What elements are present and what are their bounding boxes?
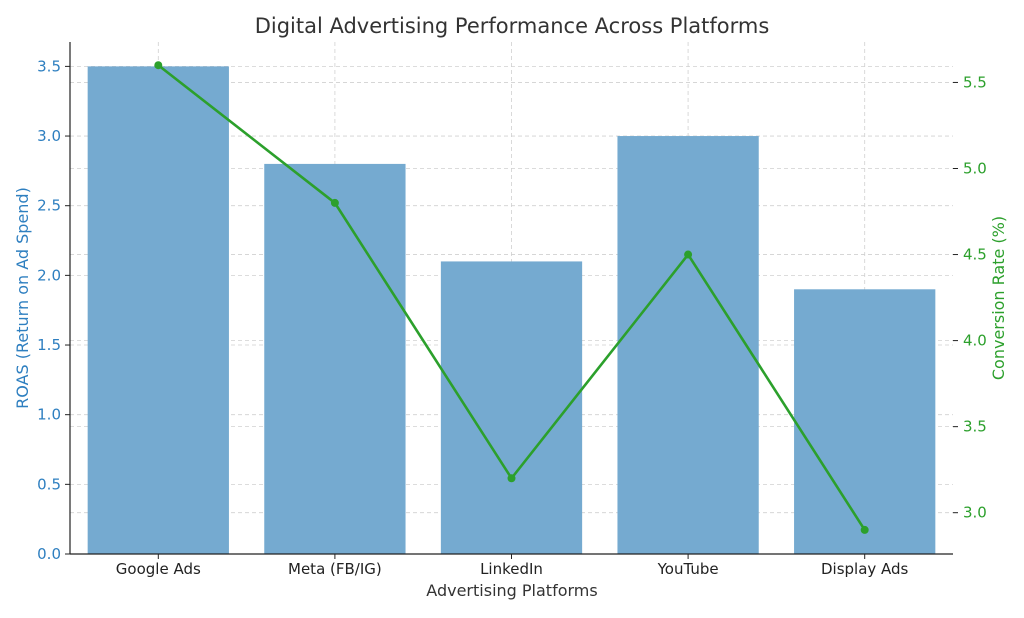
y-right-tick-label: 4.5 [963, 246, 987, 264]
x-tick-label: YouTube [657, 560, 719, 578]
y-left-label: ROAS (Return on Ad Spend) [13, 187, 32, 409]
y-left-tick-label: 0.0 [37, 545, 61, 563]
y-left-tick-label: 1.5 [37, 336, 61, 354]
line-point [860, 525, 869, 534]
bar [264, 163, 406, 554]
bar [87, 66, 229, 554]
conversion-line [154, 61, 869, 534]
chart-title: Digital Advertising Performance Across P… [255, 14, 770, 38]
y-right-tick-label: 5.0 [963, 159, 987, 177]
x-tick-label: Display Ads [821, 560, 909, 578]
x-axis-label: Advertising Platforms [426, 581, 597, 600]
bar [794, 289, 936, 554]
x-tick-label: LinkedIn [480, 560, 543, 578]
line-point [507, 474, 516, 483]
x-tick-label: Google Ads [116, 560, 201, 578]
bars [87, 66, 936, 554]
bar [617, 136, 759, 554]
y-right-tick-label: 3.5 [963, 418, 987, 436]
y-left-tick-label: 1.0 [37, 406, 61, 424]
y-right-label: Conversion Rate (%) [989, 216, 1008, 380]
y-left-tick-label: 0.5 [37, 475, 61, 493]
y-right-tick-label: 5.5 [963, 73, 987, 91]
y-right-tick-label: 4.0 [963, 332, 987, 350]
bar [440, 261, 583, 554]
line-point [330, 198, 339, 207]
y-left-tick-label: 3.0 [37, 127, 61, 145]
axes: 0.0 0.5 1.0 1.5 2.0 2.5 3.0 3.5 3.0 3.5 4.0 4.5 5.0 5… [37, 42, 987, 578]
y-right-tick-label: 3.0 [963, 504, 987, 522]
line-point [684, 250, 693, 259]
x-tick-label: Meta (FB/IG) [288, 560, 382, 578]
line-point [154, 61, 163, 70]
y-left-tick-label: 3.5 [37, 57, 61, 75]
y-left-tick-label: 2.5 [37, 197, 61, 215]
y-left-tick-label: 2.0 [37, 266, 61, 284]
